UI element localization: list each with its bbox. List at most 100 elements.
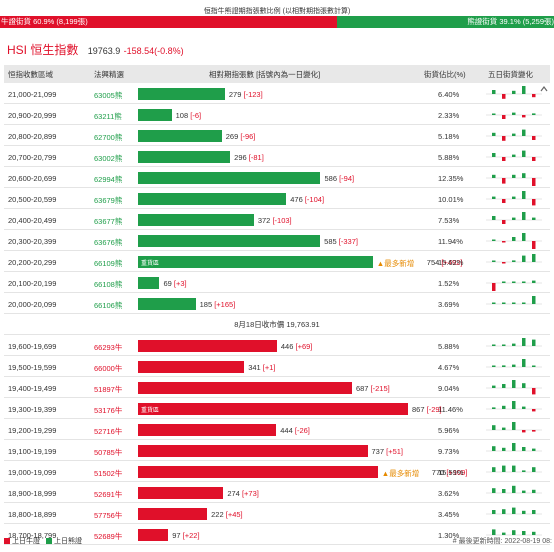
table-row: 21,000-21,099 63005熊 279 [-123] 6.40% bbox=[4, 84, 550, 104]
sparkline-bar bbox=[512, 281, 516, 283]
legend: 上日牛證 上日熊證 bbox=[4, 536, 82, 546]
product-code-link[interactable]: 57756牛 bbox=[94, 511, 123, 520]
sparkline-bar bbox=[492, 365, 496, 367]
product-code-link[interactable]: 63677熊 bbox=[94, 217, 123, 226]
product-code-link[interactable]: 52691牛 bbox=[94, 490, 123, 499]
table-row: 20,600-20,699 62994熊 586 [-94] 12.35% bbox=[4, 168, 550, 188]
sparkline-bar bbox=[492, 196, 496, 199]
product-code-link[interactable]: 51897牛 bbox=[94, 385, 123, 394]
product-code-link[interactable]: 52689牛 bbox=[94, 532, 123, 541]
contracts-bar bbox=[138, 508, 208, 520]
product-code-link[interactable]: 51502牛 bbox=[94, 469, 123, 478]
contracts-value: 446 [+69] bbox=[280, 342, 313, 351]
bear-legend-swatch bbox=[45, 538, 52, 544]
product-code-link[interactable]: 52716牛 bbox=[94, 427, 123, 436]
contracts-value: 274 [+73] bbox=[227, 489, 259, 498]
sparkline-bar bbox=[532, 280, 536, 283]
header-contracts: 相對期指張數 [括號內為一日變化] bbox=[209, 70, 321, 79]
sparkline-bar bbox=[532, 254, 536, 262]
table-row: 20,300-20,399 63676熊 585 [-337] 11.94% bbox=[4, 231, 550, 251]
contracts-value: 586 [-94] bbox=[324, 174, 355, 183]
contracts-bar bbox=[138, 403, 408, 415]
outstanding-pct: 5.88% bbox=[438, 342, 460, 351]
sparkline-bar bbox=[522, 150, 526, 157]
legend-bull: 上日牛證 bbox=[12, 538, 40, 545]
sparkline-bar bbox=[532, 199, 536, 206]
sparkline-bar bbox=[522, 255, 526, 262]
strike-range: 20,200-20,299 bbox=[8, 258, 57, 267]
five-day-sparkline bbox=[486, 191, 542, 206]
strike-range: 19,600-19,699 bbox=[8, 342, 57, 351]
product-code-link[interactable]: 53176牛 bbox=[94, 406, 123, 415]
contracts-bar bbox=[138, 424, 277, 436]
five-day-sparkline bbox=[486, 86, 542, 99]
sparkline-bar bbox=[502, 220, 506, 224]
sparkline-bar bbox=[502, 365, 506, 367]
five-day-sparkline bbox=[486, 129, 542, 141]
product-code-link[interactable]: 66106熊 bbox=[94, 301, 123, 310]
contracts-value: 269 [-96] bbox=[225, 132, 256, 141]
sparkline-bar bbox=[492, 407, 496, 409]
sparkline-bar bbox=[532, 113, 536, 115]
sparkline-bar bbox=[502, 115, 506, 119]
sparkline-bar bbox=[492, 239, 496, 241]
strike-range: 20,300-20,399 bbox=[8, 237, 57, 246]
five-day-sparkline bbox=[486, 401, 542, 412]
sparkline-bar bbox=[512, 112, 516, 115]
table-row: 19,300-19,399 53176牛 重貨區 867 [-29] 11.46% bbox=[4, 399, 550, 419]
sparkline-bar bbox=[532, 430, 536, 432]
product-code-link[interactable]: 62700熊 bbox=[94, 133, 123, 142]
scroll-up-icon[interactable] bbox=[538, 84, 550, 94]
product-code-link[interactable]: 63005熊 bbox=[94, 91, 123, 100]
product-code-link[interactable]: 66108熊 bbox=[94, 280, 123, 289]
table-row: 20,700-20,799 63002熊 296 [-81] 5.88% bbox=[4, 147, 550, 167]
sparkline-bar bbox=[512, 465, 516, 472]
product-code-link[interactable]: 66000牛 bbox=[94, 364, 123, 373]
sparkline-bar bbox=[522, 115, 526, 118]
strike-range: 18,700-18,799 bbox=[8, 531, 57, 540]
bull-bear-ratio-bar: 牛證街貨 60.9% (8,199張) 熊證街貨 39.1% (5,259張) bbox=[0, 16, 554, 28]
sparkline-bar bbox=[512, 343, 516, 346]
strike-range: 18,900-18,999 bbox=[8, 489, 57, 498]
five-day-sparkline bbox=[486, 422, 542, 433]
product-code-link[interactable]: 63002熊 bbox=[94, 154, 123, 163]
outstanding-pct: 12.35% bbox=[438, 174, 464, 183]
product-code-link[interactable]: 62994熊 bbox=[94, 175, 123, 184]
table-row: 19,400-19,499 51897牛 687 [-215] 9.04% bbox=[4, 378, 550, 398]
five-day-sparkline bbox=[486, 233, 542, 249]
strike-range: 19,200-19,299 bbox=[8, 426, 57, 435]
five-day-sparkline bbox=[486, 112, 542, 119]
outstanding-pct: 5.18% bbox=[438, 132, 460, 141]
sparkline-bar bbox=[502, 281, 506, 283]
contracts-bar bbox=[138, 529, 169, 541]
sparkline-bar bbox=[522, 383, 526, 388]
heavy-zone-label: 重貨區 bbox=[141, 261, 160, 267]
contracts-bar bbox=[138, 487, 224, 499]
outstanding-pct: 1.30% bbox=[438, 531, 460, 540]
product-code-link[interactable]: 63211熊 bbox=[94, 112, 122, 121]
contracts-value: 185 [+165] bbox=[199, 300, 236, 309]
contracts-value: 867 [-29] bbox=[412, 405, 442, 414]
sparkline-bar bbox=[512, 422, 516, 430]
contracts-value: 476 [-104] bbox=[290, 195, 325, 204]
outstanding-pct: 3.45% bbox=[438, 510, 460, 519]
sparkline-bar bbox=[492, 385, 496, 388]
product-code-link[interactable]: 50785牛 bbox=[94, 448, 123, 457]
product-code-link[interactable]: 63679熊 bbox=[94, 196, 123, 205]
product-code-link[interactable]: 66293牛 bbox=[94, 343, 123, 352]
table-row: 18,800-18,899 57756牛 222 [+45] 3.45% bbox=[4, 504, 550, 524]
table-row: 20,000-20,099 66106熊 185 [+165] 3.69% bbox=[4, 294, 550, 314]
last-updated: # 最後更新時間: 2022-08-19 08: bbox=[452, 538, 552, 545]
product-code-link[interactable]: 63676熊 bbox=[94, 238, 123, 247]
sparkline-bar bbox=[512, 364, 516, 367]
outstanding-pct: 6.40% bbox=[438, 90, 460, 99]
sparkline-bar bbox=[492, 488, 496, 493]
sparkline-bar bbox=[532, 339, 536, 346]
product-code-link[interactable]: 66109熊 bbox=[94, 259, 123, 268]
contracts-bar bbox=[138, 130, 222, 142]
outstanding-pct: 15.62% bbox=[438, 258, 464, 267]
outstanding-pct: 4.67% bbox=[438, 363, 460, 372]
five-day-sparkline bbox=[486, 380, 542, 395]
sparkline-bar bbox=[522, 233, 526, 241]
outstanding-pct: 2.33% bbox=[438, 111, 460, 120]
